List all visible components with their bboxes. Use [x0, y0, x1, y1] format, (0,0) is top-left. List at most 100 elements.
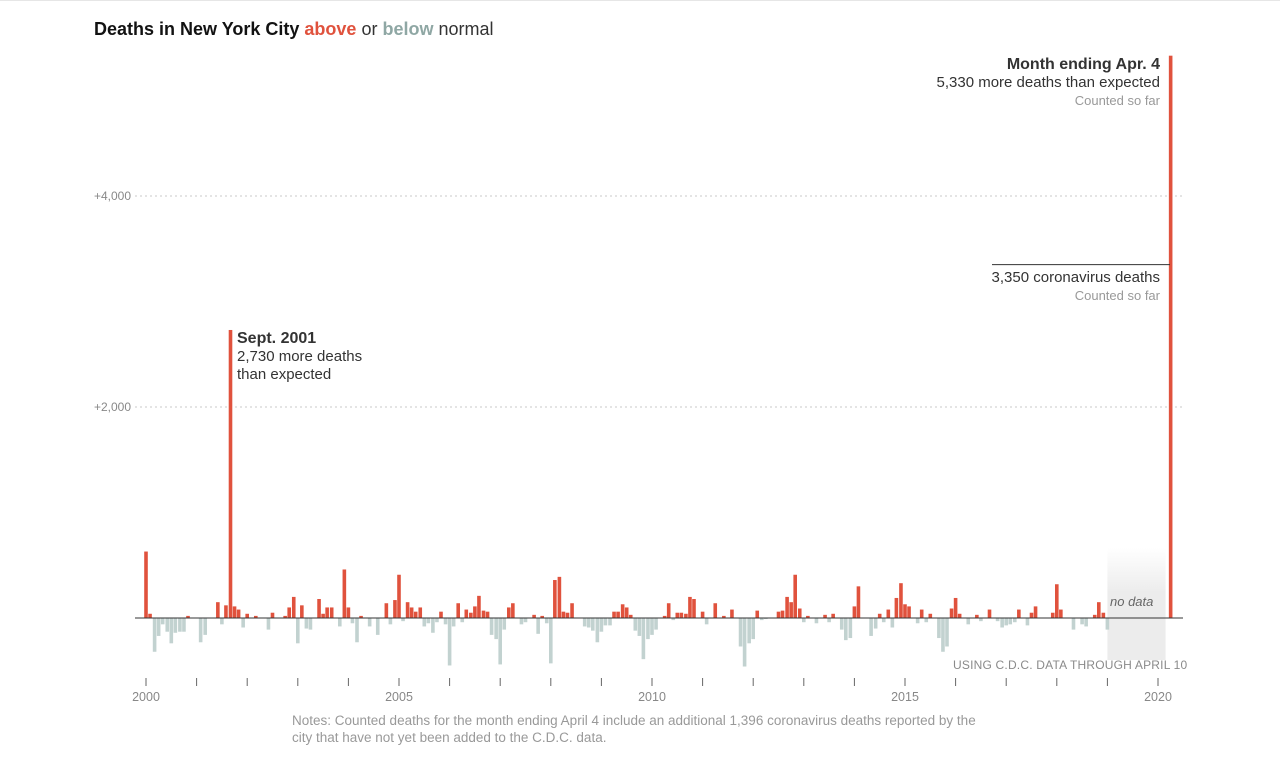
- bar: [443, 618, 448, 625]
- bar: [236, 609, 241, 618]
- bar: [435, 618, 439, 623]
- bar: [409, 607, 414, 618]
- x-tick-label: 2005: [385, 690, 413, 704]
- y-tick-label: +4,000: [94, 189, 131, 203]
- bar: [220, 618, 224, 625]
- bar: [413, 611, 418, 618]
- bar: [519, 618, 524, 625]
- bar: [439, 611, 443, 618]
- bar: [1096, 602, 1101, 618]
- bar: [869, 618, 873, 636]
- bar: [1008, 618, 1013, 625]
- bar: [700, 611, 705, 618]
- bar: [919, 609, 924, 618]
- bar: [814, 618, 819, 624]
- bar: [953, 597, 958, 618]
- bar: [270, 612, 275, 618]
- bar: [182, 618, 186, 632]
- bar: [300, 605, 304, 618]
- bar: [957, 613, 962, 618]
- title-lead: Deaths in New York City: [94, 19, 300, 39]
- bar: [633, 618, 638, 631]
- bar: [839, 618, 844, 630]
- bar: [198, 618, 203, 643]
- bar: [881, 618, 886, 623]
- apr-annotation-head: Month ending Apr. 4: [1006, 56, 1160, 73]
- bar: [418, 607, 423, 618]
- bar: [692, 599, 696, 618]
- bar: [949, 608, 954, 618]
- x-tick-label: 2000: [132, 690, 160, 704]
- bar: [823, 614, 827, 618]
- bar: [228, 329, 233, 618]
- bar: [359, 615, 363, 618]
- bar: [397, 574, 401, 618]
- bar: [722, 615, 726, 618]
- bar: [557, 576, 562, 618]
- bar: [1013, 618, 1017, 623]
- bar: [561, 611, 566, 618]
- y-tick-label: +2,000: [94, 400, 131, 414]
- bar: [375, 618, 380, 635]
- bar: [304, 618, 309, 629]
- bar: [498, 618, 502, 665]
- bar: [464, 609, 469, 618]
- bar: [156, 618, 161, 636]
- title-below: below: [382, 19, 434, 39]
- bar: [460, 618, 465, 623]
- bar: [1029, 612, 1034, 618]
- bar: [907, 606, 911, 618]
- bar: [852, 606, 857, 618]
- bar: [1084, 618, 1088, 627]
- bar: [848, 618, 853, 639]
- bar: [469, 612, 473, 618]
- sept-annotation-line1: 2,730 more deaths: [237, 348, 363, 365]
- bar: [679, 612, 684, 618]
- bar: [742, 618, 747, 667]
- apr-annotation-line: 5,330 more deaths than expected: [936, 74, 1161, 91]
- bar: [308, 618, 313, 630]
- bar: [928, 613, 933, 618]
- bar: [291, 596, 296, 618]
- bar: [536, 618, 540, 634]
- title-tail: normal: [438, 19, 494, 39]
- apr-annotation-sub: Counted so far: [1074, 93, 1160, 108]
- bar: [494, 618, 498, 640]
- bar: [599, 618, 604, 632]
- bar: [877, 613, 882, 618]
- bar: [941, 618, 945, 652]
- bar: [595, 618, 600, 643]
- covid-annotation: 3,350 coronavirus deaths Counted so far: [940, 269, 1160, 305]
- bar: [287, 607, 291, 618]
- bar: [1017, 609, 1021, 618]
- bar: [553, 580, 557, 618]
- bar: [608, 618, 612, 626]
- bar: [797, 608, 802, 618]
- bar: [549, 618, 553, 664]
- bar: [540, 615, 544, 618]
- bar: [451, 618, 456, 627]
- bar: [937, 618, 941, 639]
- bar: [628, 614, 633, 618]
- bar: [886, 609, 891, 618]
- bar: [346, 607, 351, 618]
- bar: [671, 618, 676, 621]
- bar: [666, 603, 671, 618]
- bar: [903, 604, 907, 618]
- bar: [1000, 618, 1004, 628]
- bar: [152, 618, 157, 652]
- x-tick-label: 2010: [638, 690, 666, 704]
- bar: [283, 615, 287, 618]
- bar: [329, 607, 334, 618]
- bar: [620, 604, 625, 618]
- bar: [565, 612, 570, 618]
- bar: [165, 618, 170, 632]
- bar: [245, 613, 249, 618]
- bar: [843, 618, 848, 641]
- sept-annotation-head: Sept. 2001: [237, 330, 317, 347]
- bar: [806, 615, 810, 618]
- bar: [321, 613, 325, 618]
- bar: [650, 618, 654, 635]
- bar: [1055, 584, 1059, 618]
- bar: [216, 602, 220, 618]
